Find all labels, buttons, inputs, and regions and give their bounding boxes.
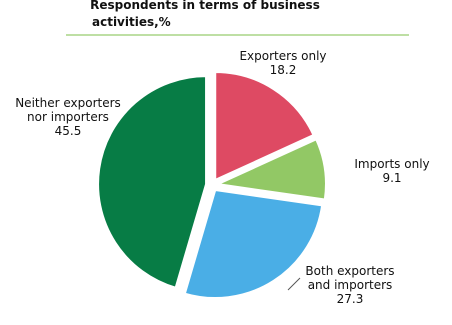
leader-line-both-exporters-and-importers: [287, 277, 301, 291]
slice-value-exporters-only: 18.2: [270, 63, 297, 77]
slice-name-neither-exporters-nor-importers: nor importers: [27, 110, 109, 124]
slice-value-neither-exporters-nor-importers: 45.5: [55, 124, 82, 138]
slice-name-neither-exporters-nor-importers: Neither exporters: [15, 96, 121, 110]
leader-lines: [287, 277, 301, 291]
chart-title: Respondents in terms of business activit…: [90, 0, 320, 29]
slice-name-exporters-only: Exporters only: [239, 49, 326, 63]
chart-title-line-2: activities,%: [92, 15, 171, 29]
pie-slice-both-exporters-and-importers: [183, 188, 324, 300]
slice-labels: Exporters only 18.2 Imports only 9.1 Both ex…: [15, 49, 429, 306]
slice-label-exporters-only: Exporters only 18.2: [239, 49, 326, 77]
slice-value-imports-only: 9.1: [382, 171, 401, 185]
slice-label-both-exporters-and-importers: Both exporters and importers 27.3: [305, 264, 394, 306]
pie-slices: [97, 70, 327, 300]
slice-name-both-exporters-and-importers: Both exporters: [305, 264, 394, 278]
slice-label-imports-only: Imports only 9.1: [354, 157, 429, 185]
pie-slice-imports-only: [214, 137, 327, 201]
slice-name-both-exporters-and-importers: and importers: [308, 278, 393, 292]
pie-slice-exporters-only: [214, 70, 315, 182]
slice-name-imports-only: Imports only: [354, 157, 429, 171]
slice-value-both-exporters-and-importers: 27.3: [337, 292, 364, 306]
chart-title-line-1: Respondents in terms of business: [90, 0, 320, 12]
pie-slice-neither-exporters-nor-importers: [97, 75, 208, 290]
slice-label-neither-exporters-nor-importers: Neither exporters nor importers 45.5: [15, 96, 121, 138]
